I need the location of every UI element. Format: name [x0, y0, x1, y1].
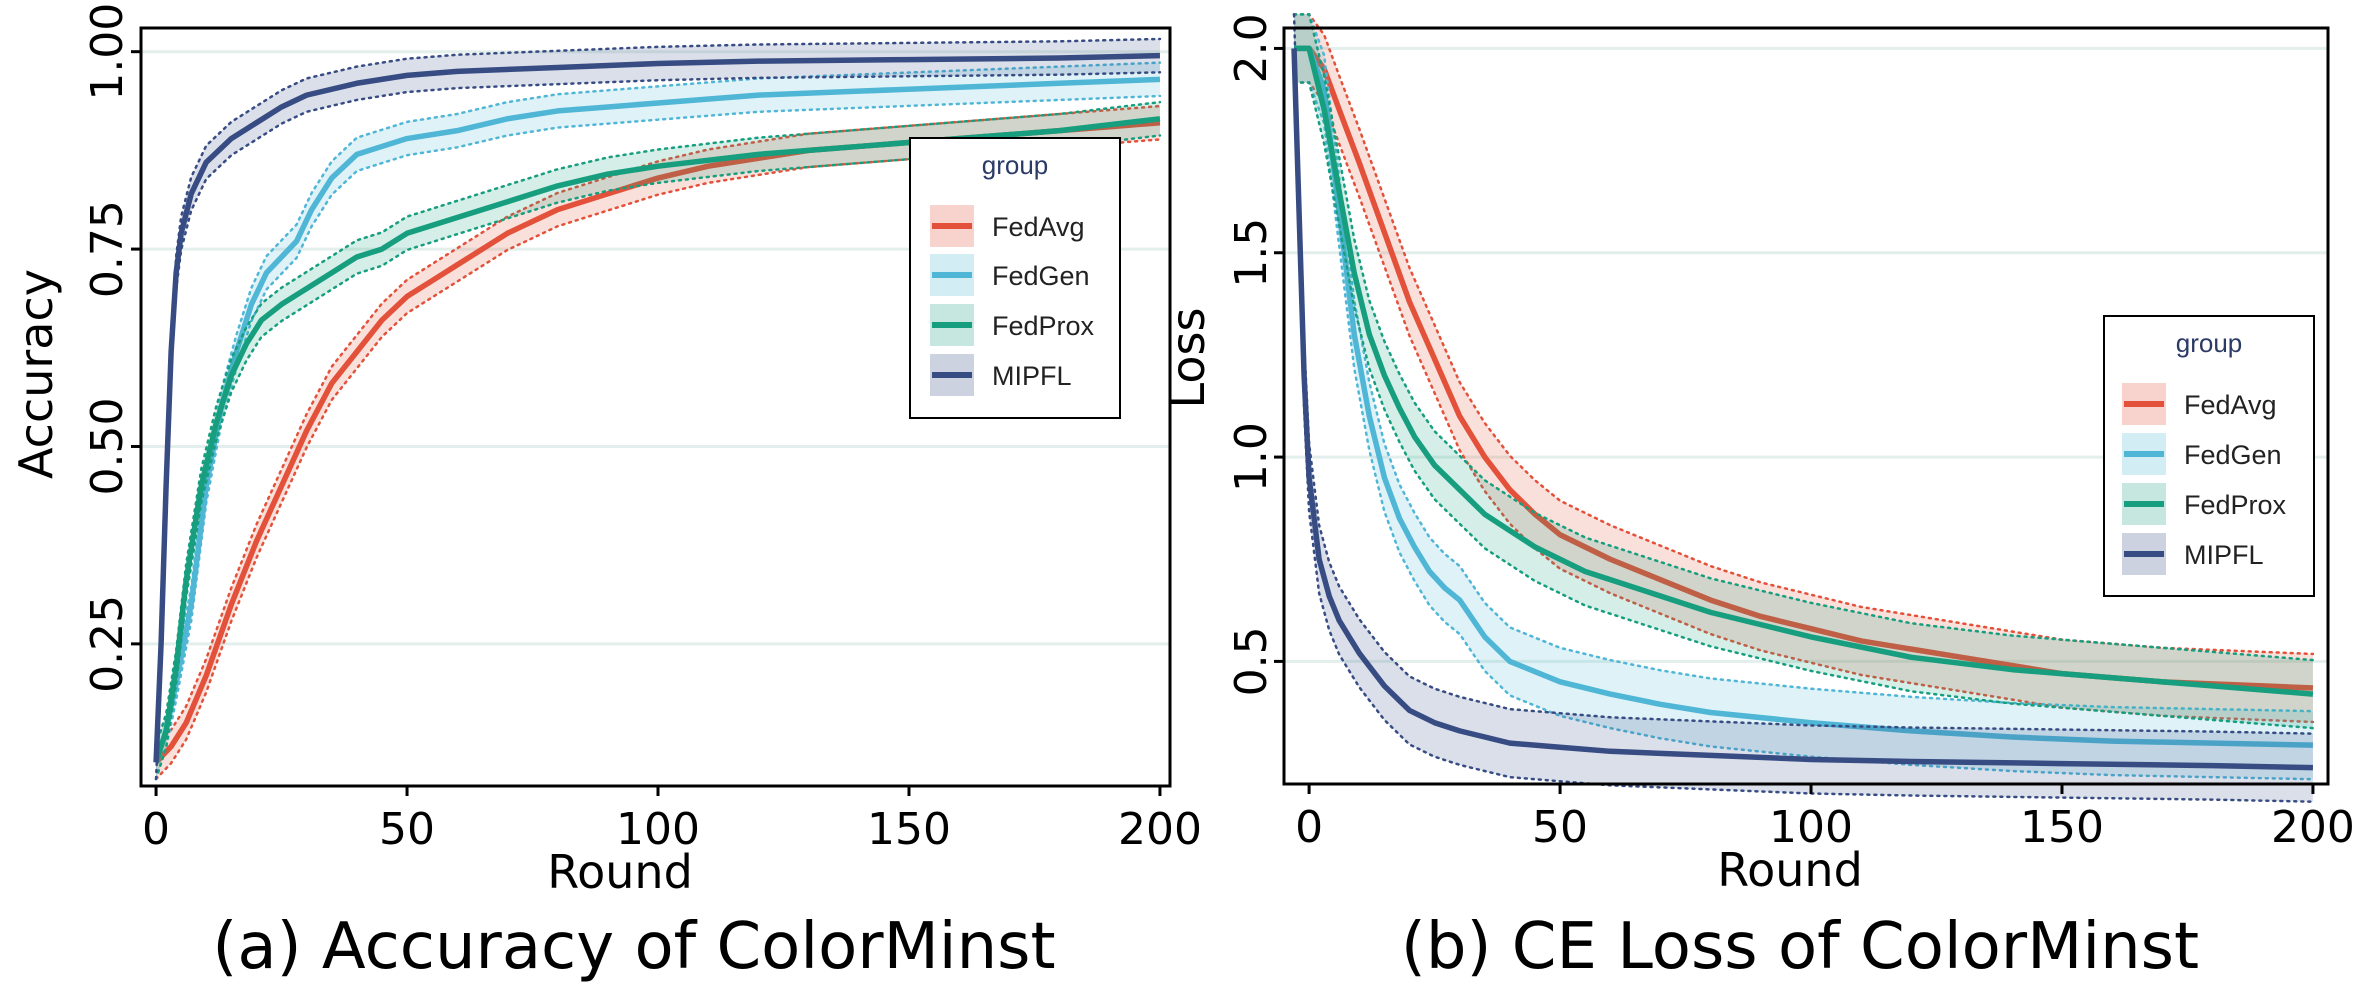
accuracy-x-tick-0: 0 [142, 804, 170, 855]
accuracy-y-tick-0-25: 0.25 [82, 595, 133, 693]
accuracy-y-tick-1: 1.00 [82, 3, 133, 101]
loss-caption: (b) CE Loss of ColorMinst [1401, 910, 2199, 984]
loss-band-fedprox [1294, 14, 2313, 729]
accuracy-lower-bound-fedprox [154, 134, 1162, 781]
loss-y-tick-1-5: 1.5 [1226, 218, 1277, 288]
accuracy-band-mipfl [156, 38, 1160, 779]
loss-y-tick-2: 2.0 [1226, 13, 1277, 83]
legend-label-mipfl: MIPFL [2184, 540, 2264, 570]
accuracy-x-tick-100: 100 [616, 804, 700, 855]
legend-label-fedavg: FedAvg [992, 212, 1085, 242]
accuracy-x-tick-200: 200 [1118, 804, 1202, 855]
loss-line-mipfl [1291, 48, 2313, 771]
accuracy-y-tick-0-5: 0.50 [82, 397, 133, 495]
loss-line-fedprox [1294, 45, 2314, 697]
loss-band-fedavg [1294, 14, 2313, 722]
accuracy-chart: 0 50 100 150 200 0.25 0.50 0.75 1.00 Round Accu… [9, 3, 1202, 984]
accuracy-y-axis-label: Accuracy [9, 269, 63, 479]
accuracy-x-tick-50: 50 [379, 804, 435, 855]
accuracy-line-mipfl [153, 52, 1161, 763]
loss-line-fedgen [1294, 45, 2313, 748]
legend-label-mipfl: MIPFL [992, 361, 1072, 391]
legend-label-fedprox: FedProx [2184, 490, 2287, 520]
loss-x-axis-label: Round [1717, 843, 1863, 897]
loss-plot-frame [1282, 26, 2330, 786]
accuracy-x-tick-150: 150 [867, 804, 951, 855]
accuracy-legend-title: group [982, 150, 1049, 180]
loss-chart: 0 50 100 150 200 0.5 1.0 1.5 2.0 Round Loss (b)… [1161, 13, 2355, 984]
accuracy-line-fedgen [153, 76, 1161, 764]
accuracy-gridlines [141, 50, 1170, 646]
accuracy-y-ticks: 0.25 0.50 0.75 1.00 [82, 3, 141, 693]
loss-legend: group FedAvg FedGen FedProx MIPFL [2103, 315, 2315, 597]
loss-upper-bound-mipfl [1292, 13, 2315, 735]
accuracy-line-fedprox [153, 116, 1161, 764]
legend-entry-fedgen: FedGen [930, 254, 1090, 296]
loss-lower-bound-fedprox [1292, 81, 2315, 730]
accuracy-y-tick-0-75: 0.75 [82, 200, 133, 298]
accuracy-lower-bound-fedgen [154, 94, 1162, 781]
loss-y-tick-0-5: 0.5 [1226, 626, 1277, 696]
loss-y-tick-1: 1.0 [1226, 422, 1277, 492]
accuracy-caption: (a) Accuracy of ColorMinst [212, 910, 1055, 984]
legend-label-fedprox: FedProx [992, 311, 1095, 341]
loss-x-ticks: 0 50 100 150 200 [1295, 784, 2355, 853]
legend-entry-fedavg: FedAvg [930, 205, 1085, 247]
loss-x-tick-200: 200 [2271, 802, 2355, 853]
loss-upper-bound-fedavg [1292, 13, 2315, 656]
accuracy-plot-frame [139, 26, 1172, 788]
legend-entry-mipfl: MIPFL [930, 354, 1072, 396]
loss-x-tick-150: 150 [2020, 802, 2104, 853]
legend-entry-fedavg: FedAvg [2122, 383, 2277, 425]
legend-label-fedgen: FedGen [992, 261, 1090, 291]
loss-y-axis-label: Loss [1161, 308, 1215, 409]
accuracy-legend: group FedAvg FedGen FedProx MIPFL [909, 137, 1121, 419]
loss-lower-bound-fedavg [1292, 81, 2315, 724]
legend-entry-fedprox: FedProx [930, 304, 1095, 346]
accuracy-x-axis-label: Round [547, 845, 693, 899]
accuracy-series [153, 37, 1162, 781]
legend-entry-fedgen: FedGen [2122, 433, 2282, 475]
loss-y-ticks: 0.5 1.0 1.5 2.0 [1226, 13, 1284, 696]
loss-upper-bound-fedprox [1292, 13, 2315, 662]
loss-lower-bound-mipfl [1292, 81, 2315, 803]
loss-legend-title: group [2176, 328, 2243, 358]
loss-band-mipfl [1294, 14, 2313, 802]
loss-series [1291, 13, 2315, 803]
legend-label-fedgen: FedGen [2184, 440, 2282, 470]
loss-x-tick-0: 0 [1295, 802, 1323, 853]
legend-label-fedavg: FedAvg [2184, 390, 2277, 420]
accuracy-upper-bound-fedprox [154, 100, 1162, 747]
accuracy-upper-bound-fedavg [154, 104, 1162, 747]
accuracy-x-ticks: 0 50 100 150 200 [142, 786, 1202, 855]
legend-entry-fedprox: FedProx [2122, 483, 2287, 525]
loss-x-tick-100: 100 [1769, 802, 1853, 853]
loss-x-tick-50: 50 [1532, 802, 1588, 853]
legend-entry-mipfl: MIPFL [2122, 533, 2264, 575]
